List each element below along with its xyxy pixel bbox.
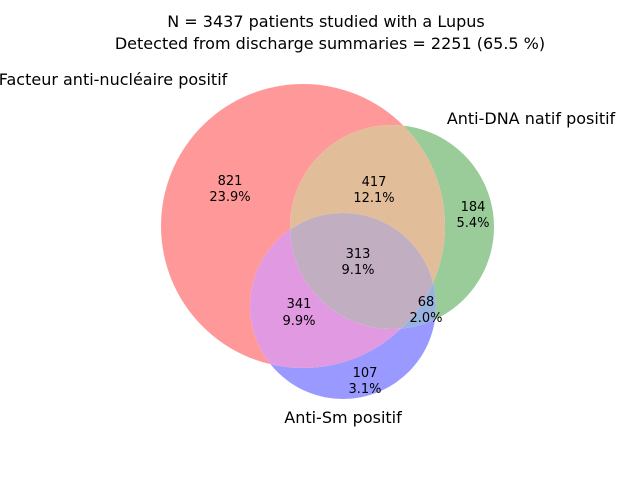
- region-count-c-only: 107: [353, 366, 378, 381]
- region-count-a-only: 821: [218, 174, 243, 189]
- region-label-b-and-c: 68 2.0%: [409, 295, 442, 326]
- region-percent-a-and-c: 9.9%: [282, 314, 315, 329]
- set-label-c: Anti-Sm positif: [284, 408, 402, 427]
- region-label-a-and-c: 341 9.9%: [282, 297, 315, 329]
- region-label-a-only: 821 23.9%: [209, 174, 250, 205]
- region-percent-c-only: 3.1%: [348, 382, 381, 397]
- region-count-b-only: 184: [461, 200, 486, 215]
- region-percent-b-only: 5.4%: [456, 216, 489, 231]
- region-count-b-and-c: 68: [418, 295, 435, 310]
- region-count-a-b-and-c: 313: [346, 247, 371, 262]
- set-label-b: Anti-DNA natif positif: [447, 109, 616, 128]
- region-count-a-and-b: 417: [362, 175, 387, 190]
- region-a-b-and-c: [290, 213, 436, 329]
- region-percent-a-only: 23.9%: [209, 190, 250, 205]
- region-percent-b-and-c: 2.0%: [409, 311, 442, 326]
- region-percent-a-and-b: 12.1%: [353, 191, 394, 206]
- region-label-a-b-and-c: 313 9.1%: [341, 247, 374, 278]
- region-percent-a-b-and-c: 9.1%: [341, 263, 374, 278]
- set-label-a: Facteur anti-nucléaire positif: [0, 70, 228, 89]
- diagram-title-line-2: Detected from discharge summaries = 2251…: [115, 34, 545, 53]
- diagram-title-line-1: N = 3437 patients studied with a Lupus: [167, 12, 484, 31]
- region-label-a-and-b: 417 12.1%: [353, 175, 394, 206]
- region-label-c-only: 107 3.1%: [348, 366, 381, 397]
- venn-regions: [161, 84, 494, 399]
- region-count-a-and-c: 341: [287, 297, 312, 312]
- region-label-b-only: 184 5.4%: [456, 200, 489, 231]
